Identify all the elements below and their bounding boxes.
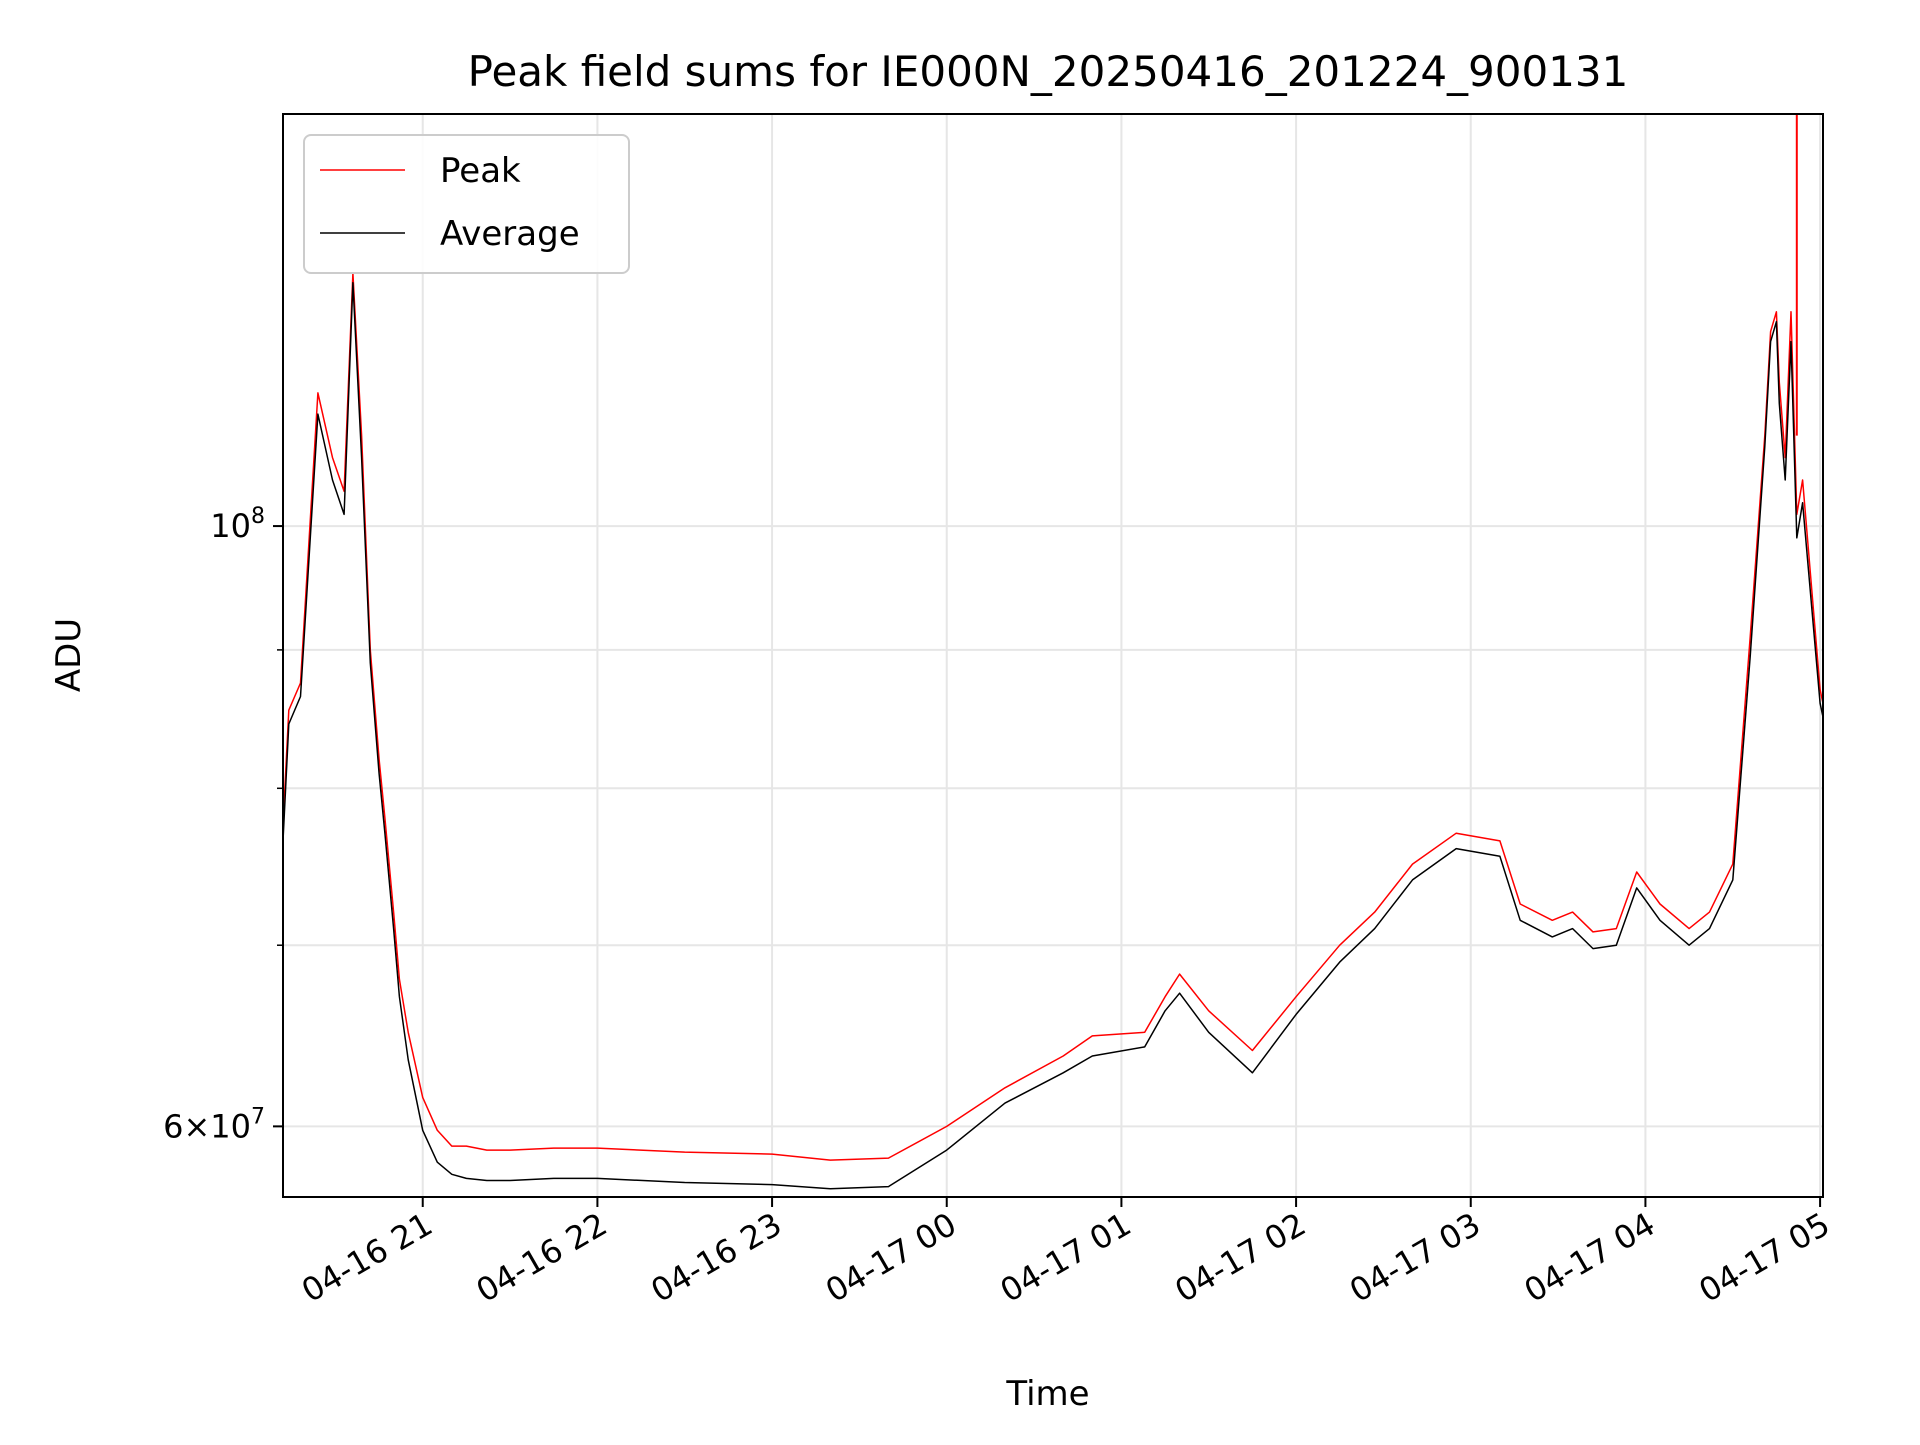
legend-label-average: Average — [440, 214, 580, 254]
y-tick-label: 108 — [210, 504, 265, 545]
series-line-average — [283, 282, 1823, 1190]
legend: Peak Average — [303, 134, 630, 274]
series-line-peak — [283, 272, 1823, 1161]
x-axis-label: Time — [1005, 1374, 1089, 1414]
plot-frame — [282, 113, 1824, 1198]
y-axis-label: ADU — [49, 618, 89, 692]
y-tick-label: 6×107 — [163, 1104, 265, 1145]
series-layer — [283, 114, 1823, 1190]
legend-label-peak: Peak — [440, 151, 521, 191]
chart-title: Peak field sums for IE000N_20250416_2012… — [468, 47, 1629, 96]
grid-lines — [283, 114, 1823, 1197]
